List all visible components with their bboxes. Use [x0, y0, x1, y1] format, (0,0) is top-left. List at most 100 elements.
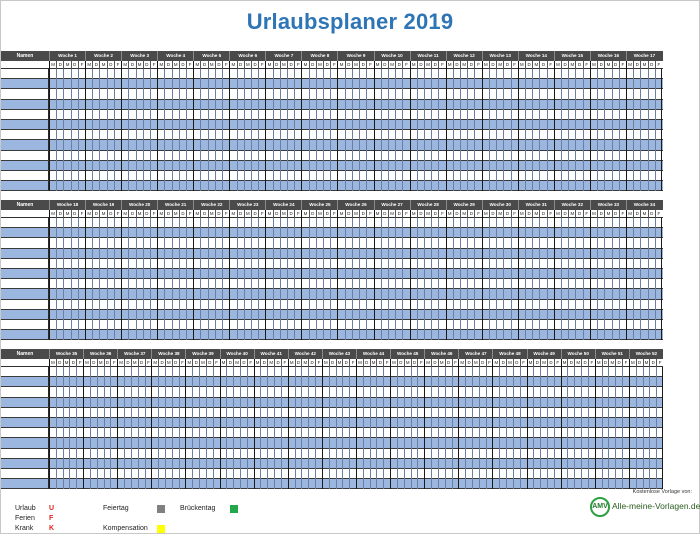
- name-cell[interactable]: [1, 458, 49, 468]
- planner-row[interactable]: [1, 181, 663, 192]
- name-cell[interactable]: [1, 387, 49, 397]
- name-cell[interactable]: [1, 479, 49, 489]
- name-cell[interactable]: [1, 279, 49, 289]
- name-cell[interactable]: [1, 418, 49, 428]
- weekday-label: D: [488, 210, 496, 218]
- weekday-label: D: [359, 61, 366, 69]
- week-header: Woche 50: [560, 349, 595, 359]
- weekday-label: F: [77, 210, 85, 218]
- weekday-label: D: [236, 61, 244, 69]
- planner-row[interactable]: [1, 228, 663, 239]
- name-cell[interactable]: [1, 160, 49, 170]
- weekday-label: M: [568, 61, 575, 69]
- planner-row[interactable]: [1, 99, 663, 110]
- planner-row[interactable]: [1, 469, 663, 480]
- planner-row[interactable]: [1, 279, 663, 290]
- planner-row[interactable]: [1, 367, 663, 378]
- planner-row[interactable]: [1, 289, 663, 300]
- name-cell[interactable]: [1, 120, 49, 130]
- name-cell[interactable]: [1, 109, 49, 119]
- legend-feiertag-swatch: [157, 505, 165, 513]
- name-cell[interactable]: [1, 438, 49, 448]
- name-cell[interactable]: [1, 289, 49, 299]
- name-cell[interactable]: [1, 79, 49, 89]
- name-cell[interactable]: [1, 448, 49, 458]
- weekday-label: F: [349, 359, 356, 367]
- name-cell[interactable]: [1, 171, 49, 181]
- planner-row[interactable]: [1, 150, 663, 161]
- planner-row[interactable]: [1, 397, 663, 408]
- name-cell[interactable]: [1, 140, 49, 150]
- planner-row[interactable]: [1, 269, 663, 280]
- weekday-label: F: [77, 61, 85, 69]
- weekday-label: F: [485, 359, 493, 367]
- name-cell[interactable]: [1, 218, 49, 228]
- planner-row[interactable]: [1, 79, 663, 90]
- name-cell[interactable]: [1, 377, 49, 387]
- planner-row[interactable]: [1, 428, 663, 439]
- planner-row[interactable]: [1, 407, 663, 418]
- weekday-label: M: [526, 359, 534, 367]
- name-cell[interactable]: [1, 69, 49, 79]
- planner-row[interactable]: [1, 171, 663, 182]
- planner-row[interactable]: [1, 448, 663, 459]
- planner-row[interactable]: [1, 160, 663, 171]
- planner-row[interactable]: [1, 120, 663, 131]
- planner-row[interactable]: [1, 479, 663, 490]
- name-cell[interactable]: [1, 309, 49, 319]
- weekday-label: D: [499, 359, 506, 367]
- weekday-label: M: [604, 61, 611, 69]
- planner-row[interactable]: [1, 320, 663, 331]
- planner-row[interactable]: [1, 69, 663, 80]
- weekday-label: M: [121, 210, 128, 218]
- planner-row[interactable]: [1, 299, 663, 310]
- planner-row[interactable]: [1, 377, 663, 388]
- weekday-label: D: [380, 210, 388, 218]
- weekday-label: M: [49, 61, 56, 69]
- week-header: Woche 9: [337, 51, 373, 61]
- planner-row[interactable]: [1, 258, 663, 269]
- weekday-label: M: [243, 61, 251, 69]
- weekday-label: F: [546, 210, 554, 218]
- name-cell[interactable]: [1, 248, 49, 258]
- planner-row[interactable]: [1, 438, 663, 449]
- weekday-label: D: [524, 61, 532, 69]
- weekday-label: M: [151, 359, 158, 367]
- planner-row[interactable]: [1, 89, 663, 100]
- planner-row[interactable]: [1, 458, 663, 469]
- planner-row[interactable]: [1, 130, 663, 141]
- name-cell[interactable]: [1, 407, 49, 417]
- logo[interactable]: AMV Alle-meine-Vorlagen.de: [590, 497, 700, 519]
- planner-row[interactable]: [1, 309, 663, 320]
- planner-row[interactable]: [1, 387, 663, 398]
- planner-row[interactable]: [1, 330, 663, 341]
- weekday-label: F: [622, 359, 629, 367]
- planner-row[interactable]: [1, 109, 663, 120]
- name-cell[interactable]: [1, 367, 49, 377]
- planner-row[interactable]: [1, 248, 663, 259]
- name-cell[interactable]: [1, 330, 49, 340]
- name-cell[interactable]: [1, 181, 49, 191]
- name-cell[interactable]: [1, 469, 49, 479]
- name-cell[interactable]: [1, 99, 49, 109]
- name-cell[interactable]: [1, 238, 49, 248]
- planner-row[interactable]: [1, 218, 663, 229]
- name-cell[interactable]: [1, 269, 49, 279]
- name-cell[interactable]: [1, 228, 49, 238]
- weekday-label: M: [315, 210, 323, 218]
- planner-row[interactable]: [1, 140, 663, 151]
- name-cell[interactable]: [1, 320, 49, 330]
- week-header: Woche 7: [265, 51, 301, 61]
- weekday-label: F: [438, 61, 445, 69]
- name-cell[interactable]: [1, 397, 49, 407]
- planner-row[interactable]: [1, 238, 663, 249]
- weekday-label: F: [330, 61, 337, 69]
- name-cell[interactable]: [1, 150, 49, 160]
- name-cell[interactable]: [1, 258, 49, 268]
- name-cell[interactable]: [1, 130, 49, 140]
- name-cell[interactable]: [1, 89, 49, 99]
- week-header: Woche 52: [628, 349, 663, 359]
- name-cell[interactable]: [1, 428, 49, 438]
- name-cell[interactable]: [1, 299, 49, 309]
- planner-row[interactable]: [1, 418, 663, 429]
